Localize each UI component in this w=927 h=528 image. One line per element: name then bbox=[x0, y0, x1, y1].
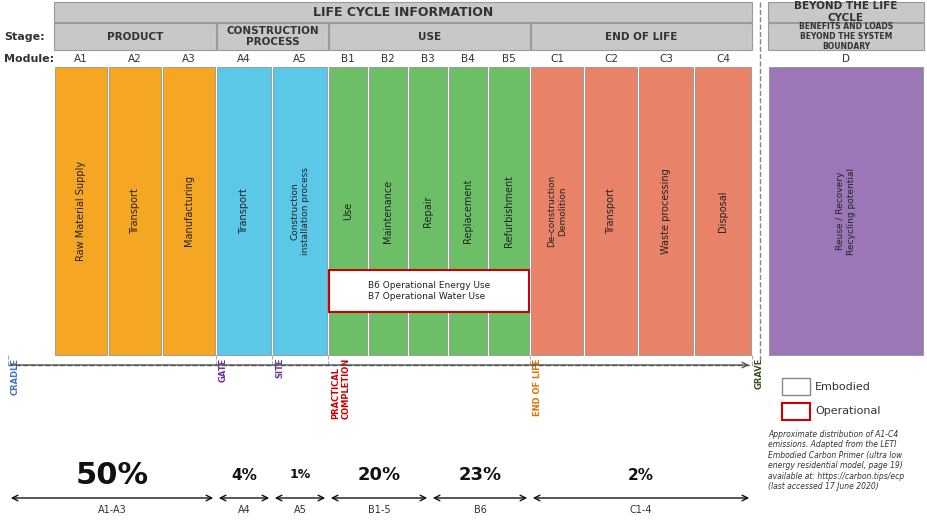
Bar bbox=[108, 67, 160, 355]
Text: A3: A3 bbox=[182, 53, 196, 63]
Text: Maintenance: Maintenance bbox=[383, 180, 392, 243]
Text: B6 Operational Energy Use
B7 Operational Water Use: B6 Operational Energy Use B7 Operational… bbox=[367, 281, 489, 301]
Text: A5: A5 bbox=[293, 505, 306, 515]
Text: Transport: Transport bbox=[605, 188, 616, 234]
Text: Repair: Repair bbox=[423, 195, 433, 227]
Bar bbox=[768, 2, 923, 22]
Text: 50%: 50% bbox=[75, 460, 148, 489]
Text: Approximate distribution of A1-C4
emissions. Adapted from the LETI
Embodied Carb: Approximate distribution of A1-C4 emissi… bbox=[768, 430, 903, 491]
Text: CONSTRUCTION
PROCESS: CONSTRUCTION PROCESS bbox=[226, 26, 319, 48]
Text: B2: B2 bbox=[381, 53, 395, 63]
Text: END OF LIFE: END OF LIFE bbox=[532, 358, 541, 416]
Text: Transport: Transport bbox=[239, 188, 248, 234]
Text: Reuse / Recovery
Recycling potential: Reuse / Recovery Recycling potential bbox=[835, 167, 855, 254]
Text: PRODUCT: PRODUCT bbox=[107, 32, 163, 42]
Text: A4: A4 bbox=[237, 53, 250, 63]
Bar bbox=[449, 67, 487, 355]
Text: C4: C4 bbox=[716, 53, 730, 63]
Text: B6: B6 bbox=[473, 505, 486, 515]
Bar bbox=[409, 67, 447, 355]
Bar bbox=[639, 67, 692, 355]
Text: Stage:: Stage: bbox=[4, 32, 44, 42]
Text: De-construction
Demolition: De-construction Demolition bbox=[547, 175, 566, 247]
Bar bbox=[694, 67, 750, 355]
Text: D: D bbox=[841, 53, 849, 63]
Bar bbox=[781, 378, 809, 395]
Text: C1-4: C1-4 bbox=[629, 505, 652, 515]
Text: B3: B3 bbox=[421, 53, 435, 63]
Text: Construction
installation process: Construction installation process bbox=[290, 167, 310, 255]
Text: Use: Use bbox=[343, 202, 352, 220]
Text: END OF LIFE: END OF LIFE bbox=[604, 32, 677, 42]
Text: BENEFITS AND LOADS
BEYOND THE SYSTEM
BOUNDARY: BENEFITS AND LOADS BEYOND THE SYSTEM BOU… bbox=[798, 22, 892, 51]
Bar bbox=[217, 67, 271, 355]
Text: 4%: 4% bbox=[231, 467, 257, 483]
Bar bbox=[781, 403, 809, 420]
Text: Disposal: Disposal bbox=[717, 190, 727, 232]
Text: 20%: 20% bbox=[357, 466, 400, 484]
Text: SITE: SITE bbox=[274, 358, 284, 379]
Text: Raw Material Supply: Raw Material Supply bbox=[76, 161, 86, 261]
Bar bbox=[530, 67, 582, 355]
Text: Module:: Module: bbox=[4, 53, 54, 63]
Bar bbox=[329, 67, 366, 355]
Text: GATE: GATE bbox=[219, 358, 228, 382]
Text: Waste processing: Waste processing bbox=[660, 168, 670, 254]
Text: Manufacturing: Manufacturing bbox=[184, 175, 194, 247]
Text: Operational: Operational bbox=[814, 407, 880, 417]
Bar bbox=[54, 23, 216, 50]
Bar bbox=[768, 67, 922, 355]
Text: C1: C1 bbox=[550, 53, 564, 63]
Bar bbox=[163, 67, 215, 355]
Bar bbox=[489, 67, 528, 355]
Bar bbox=[329, 270, 528, 312]
Text: Refurbishment: Refurbishment bbox=[503, 175, 514, 247]
Text: A1: A1 bbox=[74, 53, 88, 63]
Text: CRADLE: CRADLE bbox=[11, 358, 20, 395]
Bar bbox=[329, 23, 529, 50]
Text: C3: C3 bbox=[658, 53, 672, 63]
Text: 1%: 1% bbox=[289, 468, 311, 482]
Text: A1-A3: A1-A3 bbox=[97, 505, 126, 515]
Text: B1-5: B1-5 bbox=[367, 505, 390, 515]
Text: A2: A2 bbox=[128, 53, 142, 63]
Bar bbox=[217, 23, 327, 50]
Text: 2%: 2% bbox=[628, 467, 654, 483]
Text: B4: B4 bbox=[461, 53, 475, 63]
Text: A4: A4 bbox=[237, 505, 250, 515]
Bar bbox=[530, 23, 751, 50]
Text: A5: A5 bbox=[293, 53, 307, 63]
Text: B1: B1 bbox=[341, 53, 354, 63]
Text: C2: C2 bbox=[603, 53, 617, 63]
Text: GRAVE: GRAVE bbox=[755, 358, 763, 389]
Text: Embodied: Embodied bbox=[814, 382, 870, 391]
Text: Transport: Transport bbox=[130, 188, 140, 234]
Bar bbox=[55, 67, 107, 355]
Text: PRACTICAL
COMPLETION: PRACTICAL COMPLETION bbox=[331, 358, 350, 419]
Bar bbox=[768, 23, 923, 50]
Text: USE: USE bbox=[417, 32, 440, 42]
Text: LIFE CYCLE INFORMATION: LIFE CYCLE INFORMATION bbox=[312, 5, 492, 18]
Bar bbox=[54, 2, 751, 22]
Text: BEYOND THE LIFE
CYCLE: BEYOND THE LIFE CYCLE bbox=[794, 1, 896, 23]
Bar bbox=[369, 67, 407, 355]
Bar bbox=[273, 67, 326, 355]
Text: B5: B5 bbox=[502, 53, 515, 63]
Text: 23%: 23% bbox=[458, 466, 501, 484]
Bar bbox=[584, 67, 636, 355]
Text: Replacement: Replacement bbox=[463, 179, 473, 243]
